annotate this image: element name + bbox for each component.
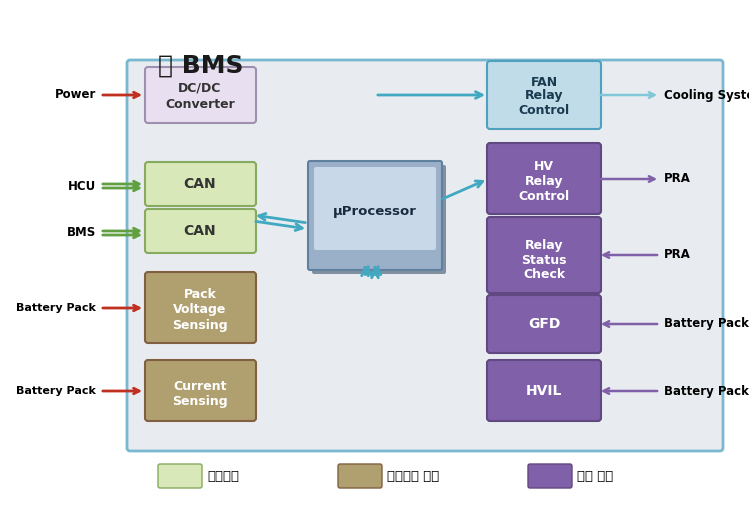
Text: Current: Current [173,379,227,393]
Text: Battery Pack: Battery Pack [16,303,96,313]
Text: Battery Pack: Battery Pack [664,318,749,331]
Text: 통신기능: 통신기능 [207,469,239,483]
FancyBboxPatch shape [145,162,256,206]
Text: 주 BMS: 주 BMS [158,54,243,78]
FancyBboxPatch shape [487,360,601,421]
Text: Power: Power [55,88,96,102]
FancyBboxPatch shape [314,167,436,250]
Text: Relay: Relay [525,175,563,188]
Text: CAN: CAN [184,177,216,191]
Text: Status: Status [521,253,567,267]
Text: Converter: Converter [165,98,235,111]
FancyBboxPatch shape [487,143,601,214]
FancyBboxPatch shape [487,217,601,293]
Text: 모니터링 기능: 모니터링 기능 [387,469,439,483]
Text: Relay: Relay [525,89,563,103]
Text: Sensing: Sensing [172,396,228,408]
FancyBboxPatch shape [145,360,256,421]
Text: 안전 기능: 안전 기능 [577,469,613,483]
FancyBboxPatch shape [338,464,382,488]
Text: Voltage: Voltage [173,303,227,316]
Text: GFD: GFD [528,317,560,331]
FancyBboxPatch shape [487,61,601,129]
FancyBboxPatch shape [308,161,442,270]
Text: Sensing: Sensing [172,319,228,332]
Text: Battery Pack: Battery Pack [16,386,96,396]
Text: Pack: Pack [184,289,216,302]
Text: PRA: PRA [664,248,691,262]
Text: Cooling System: Cooling System [664,88,749,102]
Text: DC/DC: DC/DC [178,81,222,94]
Text: Control: Control [518,104,569,116]
FancyBboxPatch shape [145,272,256,343]
Text: Relay: Relay [525,238,563,251]
FancyBboxPatch shape [528,464,572,488]
Text: HV: HV [534,161,554,174]
Text: Control: Control [518,190,569,204]
FancyBboxPatch shape [127,60,723,451]
FancyBboxPatch shape [145,209,256,253]
FancyBboxPatch shape [145,67,256,123]
Text: CAN: CAN [184,224,216,238]
Text: HCU: HCU [67,179,96,193]
Text: Check: Check [523,269,565,281]
Text: PRA: PRA [664,173,691,185]
Text: HVIL: HVIL [526,384,562,398]
FancyBboxPatch shape [312,165,446,274]
Text: BMS: BMS [67,227,96,239]
Text: Battery Pack: Battery Pack [664,385,749,397]
Text: FAN: FAN [530,76,557,88]
FancyBboxPatch shape [158,464,202,488]
Text: μProcessor: μProcessor [333,205,417,217]
FancyBboxPatch shape [487,295,601,353]
